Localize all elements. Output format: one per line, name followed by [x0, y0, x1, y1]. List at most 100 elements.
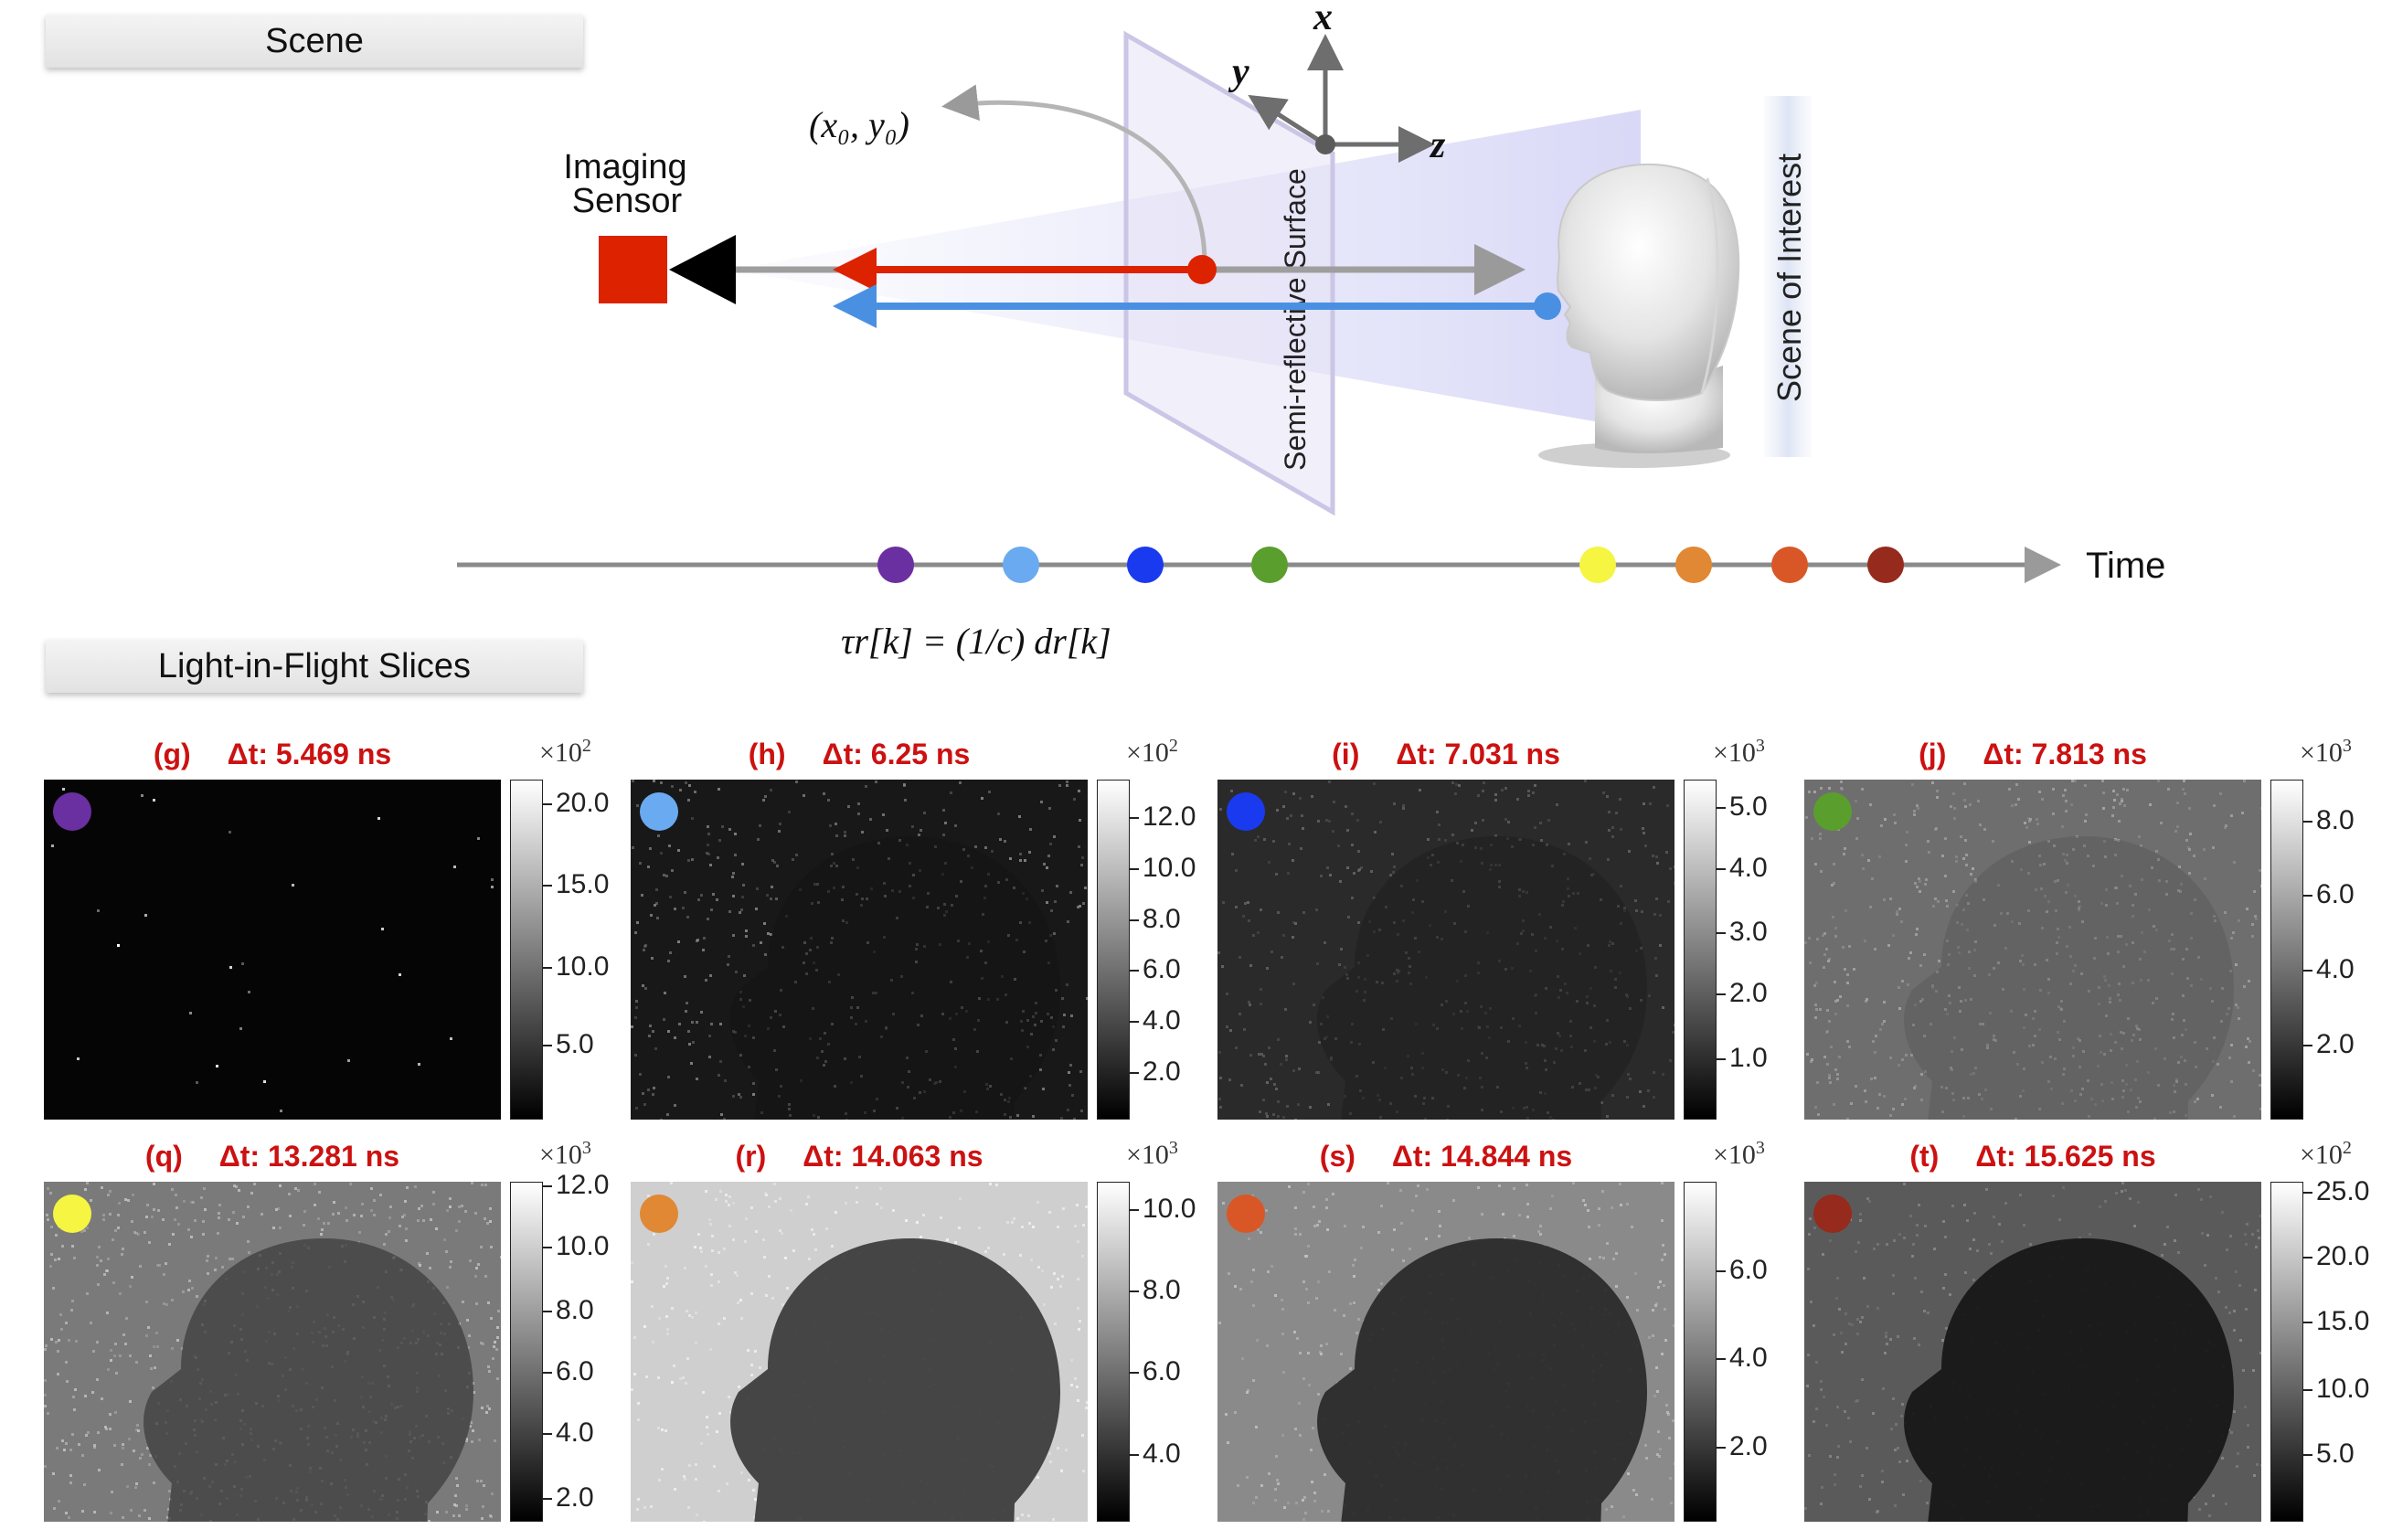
- colorbar-multiplier: ×102: [2300, 1138, 2352, 1170]
- colorbar-tick-label: 6.0: [1143, 954, 1181, 985]
- colorbar-tick-label: 5.0: [1729, 791, 1768, 822]
- slice-panel: (s) Δt: 14.844 ns ×103 6.0 4.0 2.0: [1217, 1138, 1802, 1540]
- panel-title: (g) Δt: 5.469 ns: [44, 736, 501, 772]
- colorbar-tick: [1717, 867, 1726, 870]
- slice-panel: (g) Δt: 5.469 ns ×102 20.0 15.0 10.0 5.0: [44, 736, 629, 1138]
- panel-title: (q) Δt: 13.281 ns: [44, 1138, 501, 1174]
- colorbar-tick: [2303, 1192, 2312, 1195]
- timeline-marker-0: [877, 547, 914, 583]
- colorbar-tick: [1717, 993, 1726, 996]
- sensor-lens-icon: [669, 235, 736, 304]
- panel-time-delta: Δt: 6.25 ns: [822, 738, 971, 770]
- colorbar-tick-label: 15.0: [2316, 1305, 2370, 1336]
- panel-title: (h) Δt: 6.25 ns: [631, 736, 1088, 772]
- colorbar-tick-label: 2.0: [1143, 1056, 1181, 1087]
- colorbar: [2270, 780, 2303, 1120]
- colorbar-tick-label: 12.0: [1143, 801, 1196, 832]
- colorbar-tick-label: 5.0: [556, 1029, 594, 1060]
- colorbar: [1684, 1182, 1717, 1522]
- slice-color-marker: [640, 1195, 678, 1233]
- slice-image: [1217, 780, 1674, 1120]
- point-label: (x₀, y₀): [809, 104, 909, 145]
- timeline-marker-3: [1251, 547, 1288, 583]
- colorbar-tick: [2303, 1045, 2312, 1047]
- colorbar-tick-label: 4.0: [1143, 1438, 1181, 1469]
- colorbar-tick: [543, 1433, 552, 1436]
- panel-letter: (s): [1319, 1140, 1355, 1173]
- colorbar-multiplier: ×103: [1126, 1138, 1178, 1170]
- coordinate-axes: x y z: [1228, 0, 1446, 166]
- colorbar-tick-label: 1.0: [1729, 1043, 1768, 1074]
- slice-color-marker: [1813, 792, 1852, 831]
- scene-tab: Scene: [46, 15, 583, 68]
- colorbar-tick: [543, 1497, 552, 1500]
- colorbar-multiplier: ×103: [1713, 736, 1765, 768]
- slice-color-marker: [1227, 792, 1265, 831]
- panel-title: (i) Δt: 7.031 ns: [1217, 736, 1674, 772]
- red-reflection-point: [1187, 255, 1217, 284]
- colorbar-tick: [543, 966, 552, 969]
- panel-title: (s) Δt: 14.844 ns: [1217, 1138, 1674, 1174]
- colorbar-tick-label: 10.0: [556, 951, 610, 982]
- panel-title: (j) Δt: 7.813 ns: [1804, 736, 2261, 772]
- colorbar-multiplier: ×103: [1713, 1138, 1765, 1170]
- colorbar-tick-label: 4.0: [556, 1418, 594, 1449]
- colorbar-tick-label: 8.0: [1143, 903, 1181, 934]
- colorbar-tick-label: 8.0: [556, 1295, 594, 1326]
- reflection-arc: [941, 84, 1207, 264]
- panel-letter: (j): [1919, 738, 1947, 770]
- blue-scene-point: [1534, 292, 1561, 320]
- formula: τr[k] = (1/c) dr[k]: [841, 621, 1111, 662]
- colorbar-multiplier: ×102: [539, 736, 591, 768]
- colorbar-tick: [2303, 1256, 2312, 1259]
- slice-image: [1217, 1182, 1674, 1522]
- colorbar-tick-label: 15.0: [556, 869, 610, 900]
- colorbar-tick-label: 25.0: [2316, 1176, 2370, 1207]
- colorbar-tick: [1130, 1453, 1139, 1456]
- slice-color-marker: [640, 792, 678, 831]
- colorbar-tick: [1717, 1058, 1726, 1061]
- slice-panel: (h) Δt: 6.25 ns ×102 12.0 10.0 8.0 6.0 4.0 2.0: [631, 736, 1216, 1138]
- panel-time-delta: Δt: 14.844 ns: [1391, 1140, 1573, 1173]
- colorbar-tick: [543, 1184, 552, 1187]
- slice-color-marker: [1227, 1195, 1265, 1233]
- semi-reflective-surface-label: Semi-reflective Surface: [1279, 168, 1312, 471]
- colorbar-tick-label: 10.0: [556, 1230, 610, 1261]
- slice-panel: (q) Δt: 13.281 ns ×103 12.0 10.0 8.0 6.0 4.0 2.0: [44, 1138, 629, 1540]
- panel-title: (r) Δt: 14.063 ns: [631, 1138, 1088, 1174]
- scene-diagram: Scene of Interest Semi-reflective Surfac…: [457, 0, 2165, 662]
- colorbar-tick-label: 8.0: [1143, 1275, 1181, 1306]
- colorbar-tick: [2303, 1453, 2312, 1456]
- slice-panel: (i) Δt: 7.031 ns ×103 5.0 4.0 3.0 2.0 1.0: [1217, 736, 1802, 1138]
- time-label: Time: [2086, 546, 2165, 586]
- axis-x-label: x: [1313, 0, 1333, 38]
- slice-image: [1804, 1182, 2261, 1522]
- mannequin-head-icon: [1538, 163, 1740, 468]
- slice-image: [631, 1182, 1088, 1522]
- colorbar-tick: [543, 1045, 552, 1047]
- colorbar: [1097, 780, 1130, 1120]
- axis-y-label: y: [1228, 51, 1249, 93]
- timeline-marker-6: [1771, 547, 1808, 583]
- slice-image: [1804, 780, 2261, 1120]
- colorbar-tick-label: 20.0: [556, 788, 610, 819]
- colorbar-tick: [1130, 919, 1139, 921]
- colorbar-multiplier: ×103: [539, 1138, 591, 1170]
- panel-time-delta: Δt: 13.281 ns: [218, 1140, 400, 1173]
- light-in-flight-tab: Light-in-Flight Slices: [46, 640, 583, 693]
- timeline-markers: [877, 547, 1904, 583]
- slice-color-marker: [1813, 1195, 1852, 1233]
- colorbar-tick: [543, 1246, 552, 1248]
- timeline-marker-1: [1003, 547, 1039, 583]
- colorbar-tick-label: 10.0: [1143, 1193, 1196, 1224]
- colorbar-tick-label: 6.0: [556, 1356, 594, 1387]
- panel-letter: (g): [153, 738, 191, 770]
- panel-letter: (q): [144, 1140, 183, 1173]
- slice-color-marker: [53, 792, 91, 831]
- slice-color-marker: [53, 1195, 91, 1233]
- slice-image: [44, 780, 501, 1120]
- colorbar-tick: [1130, 1021, 1139, 1024]
- panel-time-delta: Δt: 15.625 ns: [1975, 1140, 2156, 1173]
- timeline-marker-5: [1675, 547, 1712, 583]
- timeline-marker-7: [1867, 547, 1904, 583]
